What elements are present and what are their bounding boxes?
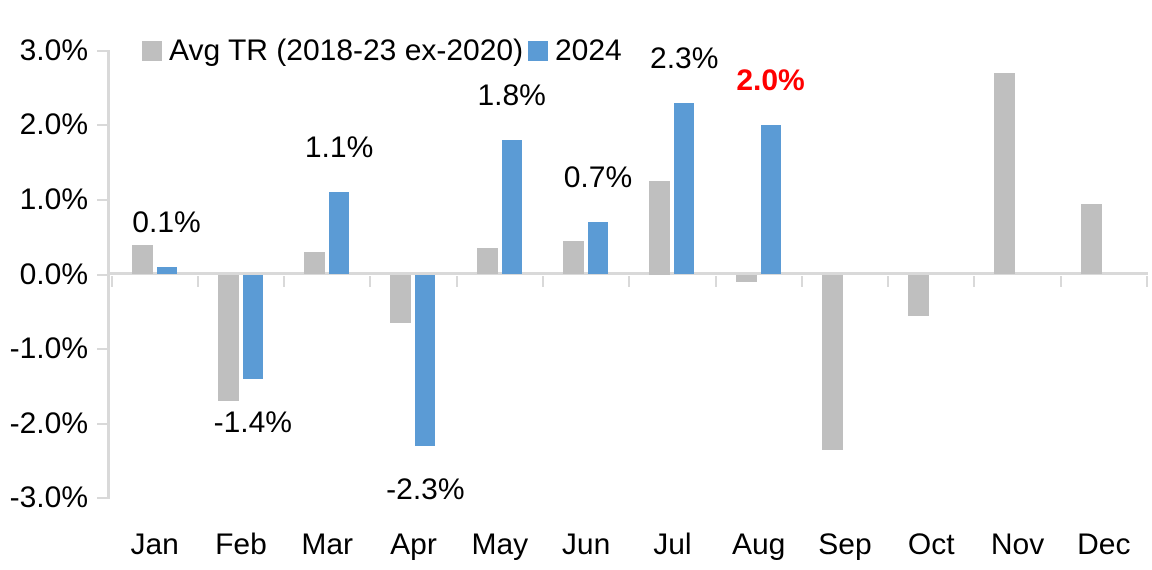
y-axis-label--3.0%: -3.0% [9,481,88,515]
bar-avg-sep [821,274,843,450]
x-axis-tick-0 [110,276,113,287]
x-axis-label-oct: Oct [907,528,955,561]
legend-label-avg-tr: Avg TR (2018-23 ex-2020) [169,34,524,67]
data-label-mar: 1.1% [304,131,374,165]
legend-swatch-avg-tr [142,41,162,61]
x-axis-label-jan: Jan [130,528,179,561]
x-axis-tick-4 [455,276,458,287]
x-axis-label-aug: Aug [731,528,786,561]
legend-label-2024: 2024 [555,34,622,67]
x-axis-label-jul: Jul [653,528,692,561]
bar-2024-mar [329,192,350,275]
y-axis-tick-3.0% [97,49,107,52]
data-label-jun: 0.7% [563,161,633,195]
bar-avg-jan [131,244,153,275]
x-axis-label-jun: Jun [561,528,611,561]
bar-avg-may [476,248,498,275]
x-axis-tick-6 [628,276,631,287]
x-axis-zero-line [107,272,1148,275]
y-axis-tick--1.0% [97,348,107,351]
bar-avg-nov [994,73,1016,275]
bar-2024-jul [674,102,695,275]
y-axis-label--2.0%: -2.0% [9,406,88,440]
x-axis-label-dec: Dec [1077,528,1131,561]
bar-2024-jun [587,222,608,275]
x-axis-label-mar: Mar [301,528,354,561]
x-axis-tick-1 [196,276,199,287]
data-label-may: 1.8% [477,79,546,113]
x-axis-label-nov: Nov [990,528,1045,561]
legend-item-avg-tr: Avg TR (2018-23 ex-2020) [142,36,523,66]
y-axis-label-1.0%: 1.0% [19,182,88,216]
y-axis-tick-1.0% [97,198,107,201]
y-axis-tick-2.0% [97,124,107,127]
bar-2024-feb [242,274,263,379]
x-axis-tick-2 [283,276,286,287]
y-axis-label-0.0%: 0.0% [19,257,88,291]
x-axis-tick-11 [1059,276,1062,287]
bar-avg-apr [390,274,412,323]
bar-avg-oct [908,274,930,316]
data-label-jan: 0.1% [132,206,201,240]
data-label-feb: -1.4% [213,405,292,439]
y-axis-tick-0.0% [97,273,107,276]
x-axis-tick-8 [800,276,803,287]
x-axis-tick-7 [714,276,717,287]
x-axis-label-apr: Apr [390,528,437,561]
legend-swatch-2024 [528,41,548,61]
bar-2024-apr [415,274,436,447]
x-axis-tick-9 [887,276,890,287]
bar-2024-aug [760,125,781,275]
bar-avg-jul [649,181,671,275]
chart-legend: Avg TR (2018-23 ex-2020) 2024 [0,36,1152,70]
legend-item-2024: 2024 [528,36,622,66]
data-label-apr: -2.3% [386,473,465,507]
bar-avg-jun [562,240,584,275]
bar-avg-aug [735,274,757,282]
bar-avg-feb [217,274,239,402]
y-axis-label-2.0%: 2.0% [19,108,88,142]
bar-2024-jan [156,267,177,275]
x-axis-tick-10 [973,276,976,287]
y-axis-label-3.0%: 3.0% [19,33,88,67]
y-axis-tick--2.0% [97,422,107,425]
x-axis-label-may: May [471,528,529,561]
bar-avg-mar [304,252,326,275]
x-axis-tick-3 [369,276,372,287]
bar-avg-dec [1080,203,1102,275]
x-axis-label-sep: Sep [818,528,872,561]
x-axis-tick-12 [1145,276,1148,287]
x-axis-tick-5 [541,276,544,287]
y-axis-tick--3.0% [97,497,107,500]
y-axis-label--1.0%: -1.0% [9,332,88,366]
x-axis-label-feb: Feb [215,528,267,561]
data-label-aug: 2.0% [736,64,805,98]
bar-2024-may [501,140,522,275]
data-label-jul: 2.3% [650,41,719,75]
